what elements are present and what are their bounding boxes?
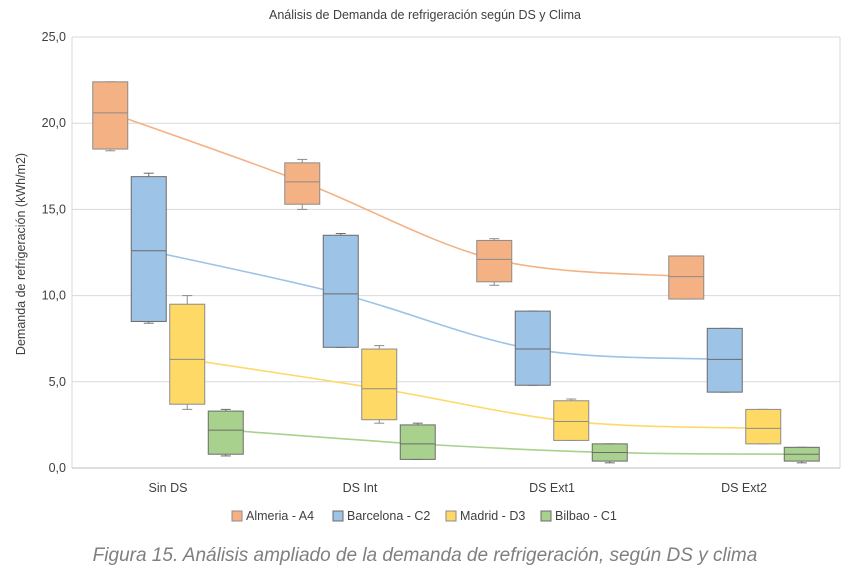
x-tick-label: Sin DS [149,481,188,495]
box [514,310,551,386]
legend-item: Madrid - D3 [445,509,525,523]
box [322,234,359,348]
y-tick-label: 0,0 [49,461,66,475]
y-axis-label: Demanda de refrigeración (kWh/m2) [14,153,28,355]
box-plot [399,422,436,460]
trend-line-3 [225,429,802,456]
box-plot [476,238,513,286]
box [706,327,743,393]
figure-caption: Figura 15. Análisis ampliado de la deman… [92,545,758,566]
box [668,255,705,300]
y-tick-label: 5,0 [49,375,66,389]
y-tick-label: 15,0 [42,202,66,216]
legend-swatch [332,510,344,522]
legend-item: Bilbao - C1 [540,509,617,523]
box [169,303,206,405]
box [745,408,782,445]
box-plot [783,446,820,464]
box-plot [361,345,398,424]
box-plot [284,158,321,210]
legend-label: Madrid - D3 [460,509,525,523]
box [130,176,167,322]
box-plot [706,327,743,393]
legend-swatch [231,510,243,522]
box [476,239,513,283]
box-plot [169,295,206,410]
legend-label: Barcelona - C2 [347,509,430,523]
box-plot [130,172,167,324]
y-tick-label: 25,0 [42,30,66,44]
y-tick-label: 20,0 [42,116,66,130]
trend-line-0 [109,112,687,278]
x-axis: Sin DS DS Int DS Ext1 DS Ext2 [72,467,840,495]
box-plot [514,310,551,386]
legend-item: Barcelona - C2 [332,509,430,523]
box [284,162,321,205]
y-tick-label: 10,0 [42,289,66,303]
legend-swatch [445,510,457,522]
box-plot [322,233,359,348]
trend-line-1 [148,249,725,361]
chart: Análisis de Demanda de refrigeración seg… [14,8,841,523]
box-plot [553,398,590,441]
box-plots [92,81,820,464]
box-plot [668,255,705,300]
box [361,348,398,421]
trend-line-2 [187,358,764,430]
box [399,424,436,460]
box-plot [745,408,782,445]
box-plot [591,443,628,464]
chart-title: Análisis de Demanda de refrigeración seg… [269,8,581,22]
x-tick-label: DS Int [343,481,378,495]
legend: Almeria - A4 Barcelona - C2 Madrid - D3 Bil… [231,509,617,523]
x-tick-label: DS Ext2 [721,481,767,495]
legend-label: Almeria - A4 [246,509,314,523]
box [92,81,129,150]
x-tick-label: DS Ext1 [529,481,575,495]
legend-swatch [540,510,552,522]
box-plot [207,408,244,457]
box [207,410,244,455]
legend-item: Almeria - A4 [231,509,314,523]
y-axis: 0,0 5,0 10,0 15,0 20,0 25,0 [42,30,66,475]
box [553,400,590,441]
legend-label: Bilbao - C1 [555,509,617,523]
trend-lines [109,112,802,456]
box-plot [92,81,129,152]
